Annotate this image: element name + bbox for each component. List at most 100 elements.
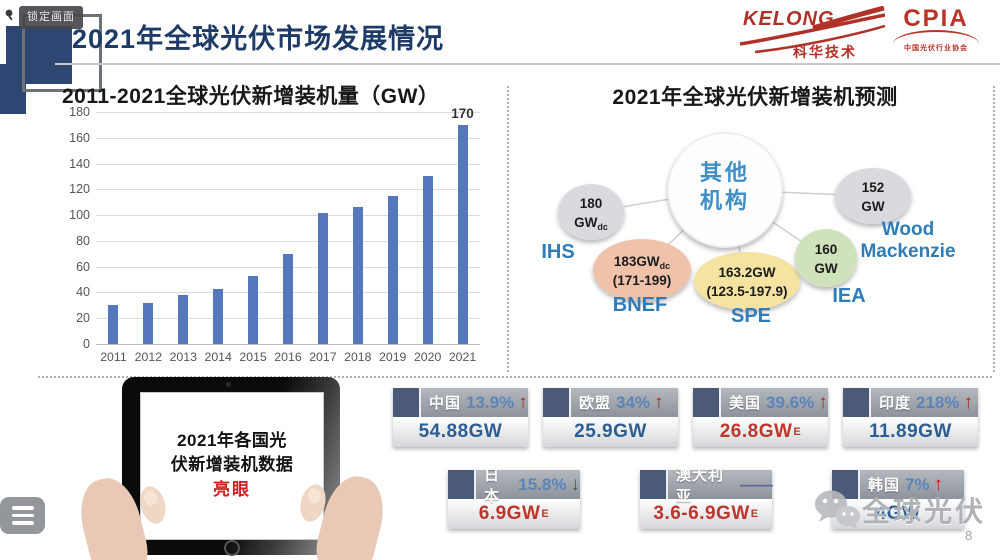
stat-percent: 39.6% xyxy=(766,392,815,412)
bubble-unit: (171-199) xyxy=(613,273,672,288)
pin-icon xyxy=(5,9,13,21)
bar-2015 xyxy=(248,275,259,344)
cpia-logo: CPIA 中国光伏行业协会 xyxy=(888,6,984,60)
x-axis-tick: 2021 xyxy=(448,350,477,364)
kelong-swoosh-icon xyxy=(739,5,886,54)
bubble-value: 163.2GW xyxy=(718,265,775,280)
y-axis-tick: 180 xyxy=(69,105,90,119)
tablet: 2021年各国光 伏新增装机数据 亮眼 xyxy=(122,377,340,556)
gridline xyxy=(96,112,480,113)
badge-corner-square xyxy=(843,388,871,417)
stat-country: 欧盟 xyxy=(579,395,612,412)
stats-row-2: 日本 15.8% ↓ 6.9GW E 澳大利亚 —— 3.6-6.9GW E 韩国 7% ↑ 4GW xyxy=(448,467,964,529)
trend-up-icon: ↑ xyxy=(818,392,828,413)
x-axis-tick: 2017 xyxy=(309,350,337,364)
kelong-wordmark: KELONG xyxy=(743,8,835,30)
bubble-unit: GW xyxy=(861,199,885,214)
bar-2012 xyxy=(143,302,154,344)
org-label-bnef: BNEF xyxy=(613,294,667,316)
tablet-text-line1: 2021年各国光 xyxy=(177,431,287,451)
trend-down-icon: ↓ xyxy=(570,474,581,495)
stat-percent: 34% xyxy=(616,392,651,412)
chart-title: 2011-2021全球光伏新增装机量（GW） xyxy=(62,85,440,108)
hamburger-icon xyxy=(11,506,34,510)
stat-percent: 13.9% xyxy=(466,392,515,412)
stat-badge: 日本 15.8% ↓ 6.9GW E xyxy=(448,467,581,529)
cpia-arc xyxy=(893,30,979,44)
trend-up-icon: ↑ xyxy=(654,392,664,413)
y-axis-tick: 0 xyxy=(83,337,90,351)
badge-corner-square xyxy=(543,388,571,417)
kelong-subtitle: 科华技术 xyxy=(793,44,857,60)
page-title: 2021年全球光伏市场发展情况 xyxy=(72,24,445,54)
forecast-title: 2021年全球光伏新增装机预测 xyxy=(612,86,898,109)
x-axis-tick: 2011 xyxy=(100,350,127,364)
kelong-logo: KELONG 科华技术 xyxy=(735,5,886,60)
badge-corner-square xyxy=(693,388,721,417)
bar-2020 xyxy=(422,176,433,344)
stat-country: 中国 xyxy=(429,395,462,412)
gridline xyxy=(96,344,480,345)
bar-2018 xyxy=(352,207,363,344)
stat-value: 11.89GW xyxy=(843,417,978,447)
x-axis-tick: 2020 xyxy=(413,350,442,364)
bubble-ihs xyxy=(558,184,624,240)
gridline xyxy=(96,189,480,191)
cpia-subtitle: 中国光伏行业协会 xyxy=(904,45,968,52)
trend-flat-icon: —— xyxy=(740,475,773,494)
stat-value: 6.9GW E xyxy=(448,499,580,529)
y-axis-tick: 80 xyxy=(76,233,90,248)
wechat-icon xyxy=(815,490,860,530)
stat-percent: 15.8% xyxy=(518,474,567,494)
badge-corner-square xyxy=(393,388,421,417)
bar-2014 xyxy=(213,288,224,344)
tablet-screen: 2021年各国光 伏新增装机数据 亮眼 xyxy=(140,392,324,540)
bubble-unit: GWdc xyxy=(574,215,608,232)
bubble-value: 160 xyxy=(815,242,838,257)
trend-up-icon: ↑ xyxy=(963,392,974,413)
lock-screen-button[interactable]: 锁定画面 xyxy=(19,6,83,29)
tablet-highlight-text: 亮眼 xyxy=(213,480,251,500)
tablet-text-line2: 伏新增装机数据 xyxy=(170,455,294,475)
x-axis-tick: 2013 xyxy=(169,350,197,364)
stat-country: 印度 xyxy=(879,395,912,412)
y-axis-tick: 140 xyxy=(69,156,90,171)
org-label-iea: IEA xyxy=(832,285,865,307)
vertical-divider xyxy=(507,86,509,372)
x-axis-tick: 2016 xyxy=(274,350,302,364)
vertical-divider-right xyxy=(993,86,995,372)
bar-2016 xyxy=(283,253,293,344)
bubble-unit: GW xyxy=(814,261,838,276)
org-label-ihs: IHS xyxy=(541,241,574,263)
gridline xyxy=(96,240,480,242)
stat-value: 3.6-6.9GW E xyxy=(640,499,772,529)
stat-value: 54.88GW xyxy=(393,417,528,447)
stat-country: 澳大利亚 xyxy=(676,466,725,505)
stat-country: 日本 xyxy=(484,466,501,505)
stat-badge: 中国 13.9% ↑ 54.88GW xyxy=(393,388,528,447)
x-axis-tick: 2014 xyxy=(204,350,232,364)
bubble-value: 152 xyxy=(862,180,885,195)
stat-badge: 欧盟 34% ↑ 25.9GW xyxy=(543,388,678,447)
y-axis-tick: 120 xyxy=(69,182,90,197)
stats-row-1: 中国 13.9% ↑ 54.88GW 欧盟 34% ↑ 25.9GW 美国 39.6% ↑ 26.8G… xyxy=(393,388,978,447)
bubble-other-orgs xyxy=(667,132,783,248)
y-axis-tick: 160 xyxy=(69,130,90,145)
stat-badge: 美国 39.6% ↑ 26.8GW E xyxy=(693,388,828,447)
tablet-home-button xyxy=(224,540,240,556)
tablet-camera-icon xyxy=(226,382,231,387)
page-number: 8 xyxy=(965,528,973,543)
menu-button[interactable] xyxy=(0,497,45,534)
stat-percent: 218% xyxy=(916,392,960,412)
trend-up-icon: ↑ xyxy=(933,474,944,495)
x-axis-tick: 2018 xyxy=(344,350,372,364)
stat-value: 25.9GW xyxy=(543,417,678,447)
header-divider xyxy=(55,63,1000,65)
x-axis-tick: 2012 xyxy=(134,350,163,364)
bubble-iea xyxy=(795,229,857,287)
deco-navy-strip xyxy=(0,64,26,114)
gridline xyxy=(96,215,480,217)
bar-chart: 0 20 40 60 80 100 120 140 160 180 2011 2012 2013 2014… xyxy=(60,105,482,368)
